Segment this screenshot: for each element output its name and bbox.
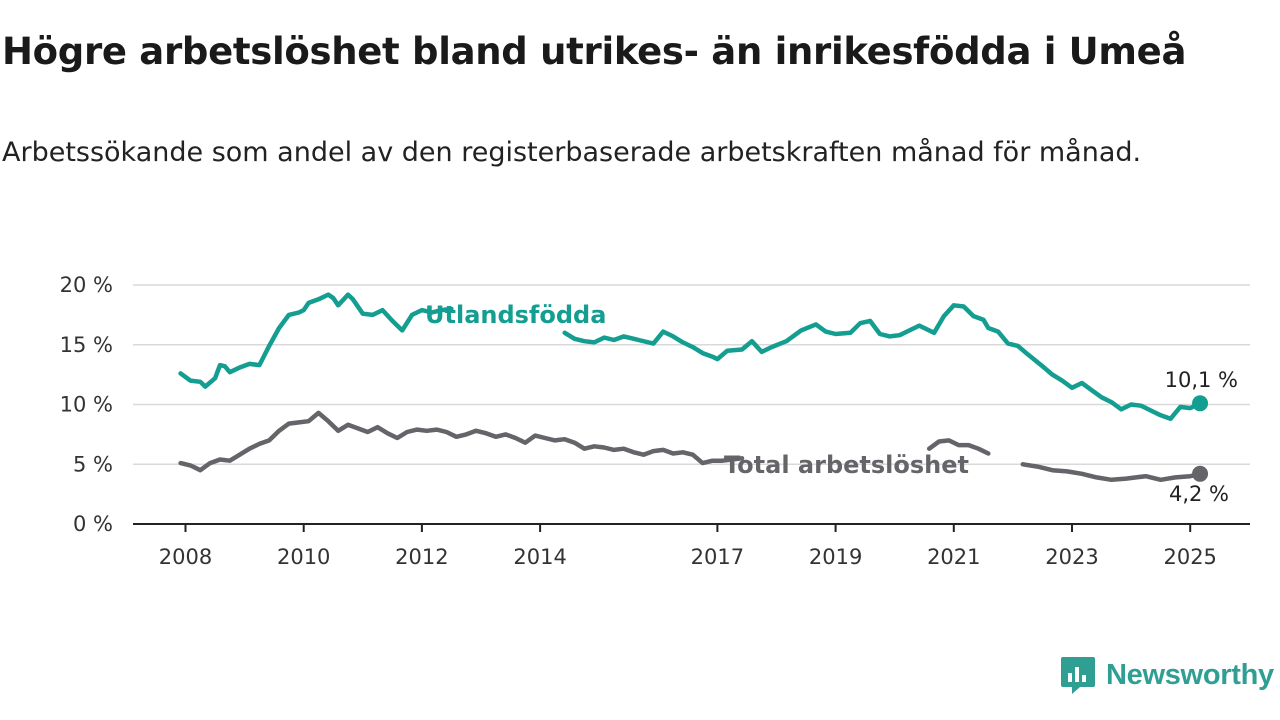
y-tick-label: 10 % <box>60 393 113 417</box>
end-point-total <box>1192 465 1209 482</box>
end-point-utlandsfodda <box>1192 395 1209 412</box>
y-tick-label: 20 % <box>60 273 113 297</box>
x-tick-label: 2025 <box>1163 545 1216 569</box>
x-tick-label: 2008 <box>159 545 212 569</box>
chart-subtitle: Arbetssökande som andel av den registerb… <box>2 137 1142 168</box>
axes: 0 % 5 % 10 % 15 % 20 % 2008 2010 2012 2014 2017 20… <box>60 273 1250 569</box>
x-tick-label: 2012 <box>395 545 448 569</box>
x-tick-label: 2019 <box>809 545 862 569</box>
series-line-utlandsfodda-seg1 <box>562 303 1203 422</box>
series-line-total-seg0 <box>178 410 745 473</box>
chart-title: Högre arbetslöshet bland utrikes- än inr… <box>2 30 1187 73</box>
x-tick-label: 2023 <box>1045 545 1098 569</box>
y-tick-label: 15 % <box>60 333 113 357</box>
newsworthy-logo: Newsworthy <box>1060 655 1274 695</box>
series-label-utlandsfodda: Utlandsfödda <box>425 301 606 329</box>
series-label-total: Total arbetslöshet <box>724 451 969 479</box>
x-tick-label: 2021 <box>927 545 980 569</box>
x-tick-label: 2017 <box>691 545 744 569</box>
series-line-total-seg2 <box>1020 462 1203 483</box>
end-label-total: 4,2 % <box>1169 482 1229 506</box>
series-line-utlandsfodda-seg0 <box>178 292 454 389</box>
y-tick-label: 0 % <box>73 512 113 536</box>
labels: Utlandsfödda Total arbetslöshet 10,1 % 4,2 … <box>425 301 1238 506</box>
x-tick-label: 2010 <box>277 545 330 569</box>
newsworthy-logo-icon <box>1061 657 1095 694</box>
series-line-total-seg1 <box>926 438 991 456</box>
x-tick-label: 2014 <box>513 545 566 569</box>
y-tick-label: 5 % <box>73 452 113 476</box>
series-lines <box>178 292 1209 483</box>
brand-name: Newsworthy <box>1106 658 1274 691</box>
end-label-utlandsfodda: 10,1 % <box>1165 368 1238 392</box>
